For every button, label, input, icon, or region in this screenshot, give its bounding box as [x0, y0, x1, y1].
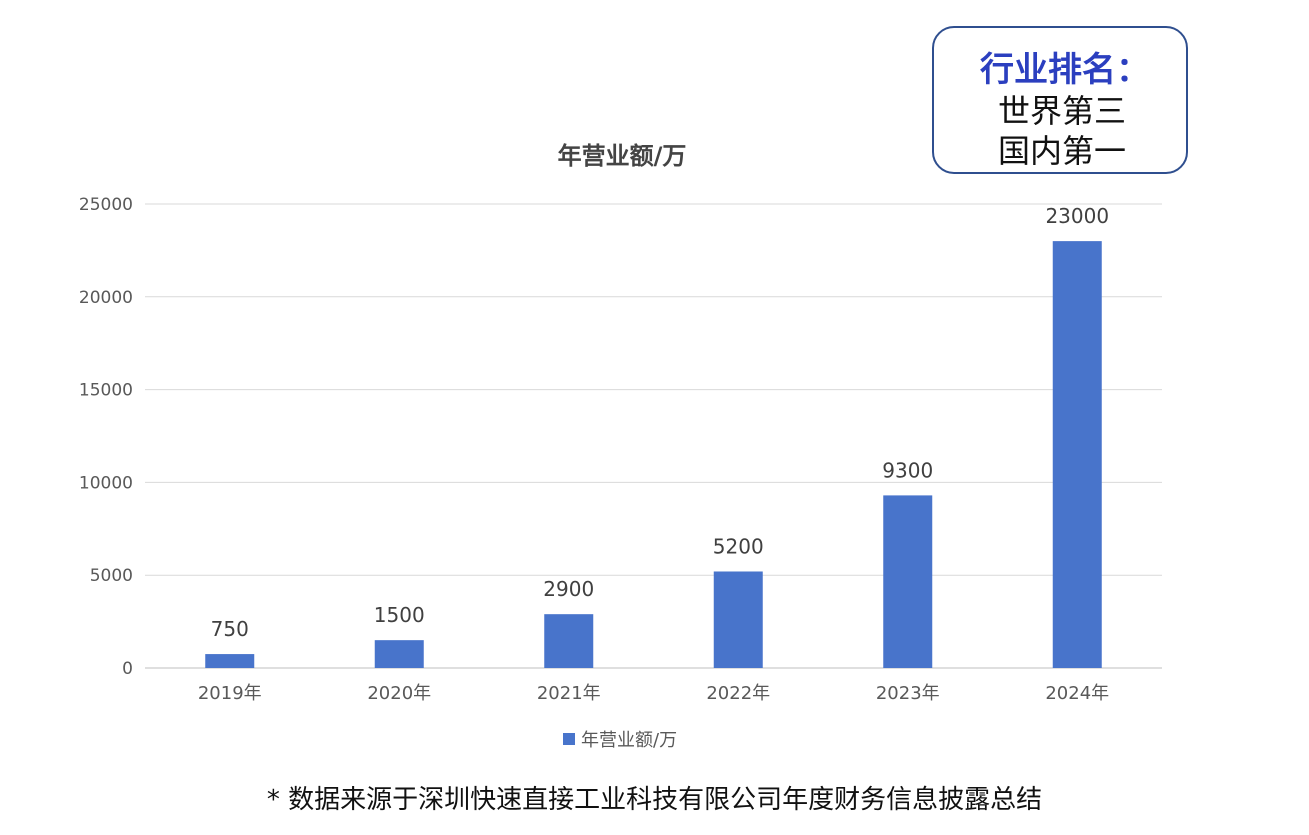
y-tick-label: 0	[122, 659, 133, 679]
x-tick-label: 2019年	[198, 683, 262, 704]
x-tick-label: 2023年	[876, 683, 940, 704]
x-tick-label: 2022年	[706, 683, 770, 704]
bar	[1052, 241, 1102, 668]
legend-label: 年营业额/万	[581, 730, 677, 751]
ranking-world: 世界第三	[998, 92, 1127, 130]
y-tick-label: 10000	[79, 473, 133, 493]
ranking-box: 行业排名： 世界第三 国内第一	[932, 26, 1188, 174]
data-label: 750	[211, 617, 249, 641]
y-tick-label: 25000	[79, 195, 133, 215]
y-tick-label: 15000	[79, 381, 133, 401]
data-label: 9300	[882, 458, 933, 482]
x-tick-label: 2024年	[1045, 683, 1109, 704]
bar	[374, 640, 424, 668]
y-tick-label: 5000	[90, 566, 133, 586]
chart-title: 年营业额/万	[558, 142, 687, 170]
x-tick-label: 2020年	[367, 683, 431, 704]
data-label: 5200	[713, 534, 764, 558]
data-source-footnote: * 数据来源于深圳快速直接工业科技有限公司年度财务信息披露总结	[266, 785, 1043, 815]
legend-swatch	[563, 733, 575, 745]
y-tick-label: 20000	[79, 288, 133, 308]
data-label: 1500	[374, 603, 425, 627]
bar	[883, 495, 933, 668]
ranking-title: 行业排名：	[980, 50, 1150, 90]
data-label: 2900	[543, 577, 594, 601]
bar	[713, 571, 763, 668]
data-label: 23000	[1045, 204, 1109, 228]
bar	[544, 614, 594, 668]
x-tick-label: 2021年	[537, 683, 601, 704]
ranking-domestic: 国内第一	[998, 132, 1127, 170]
bar	[205, 654, 255, 668]
